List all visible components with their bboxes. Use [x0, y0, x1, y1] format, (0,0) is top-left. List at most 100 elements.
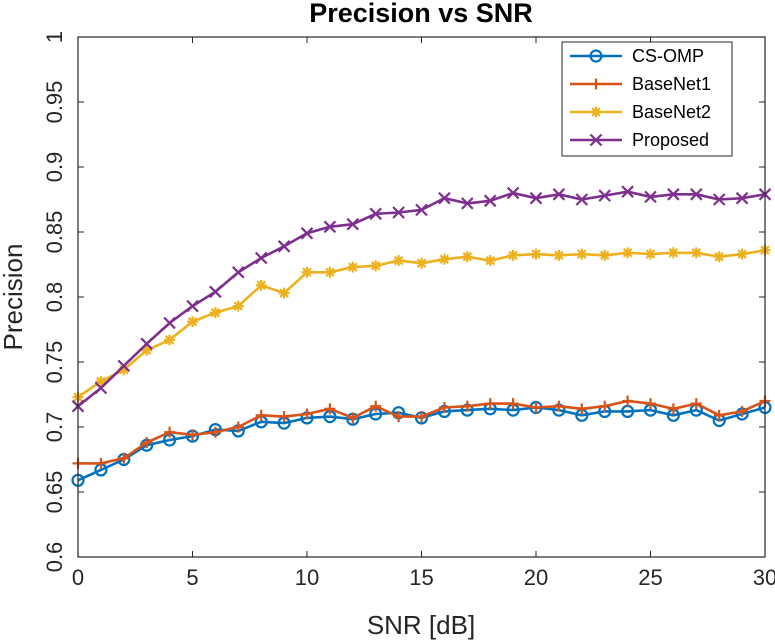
data-point-basenet1 [667, 403, 679, 415]
data-point-basenet1 [164, 426, 176, 438]
data-point-basenet1 [209, 426, 221, 438]
data-point-proposed [621, 185, 634, 198]
plot-frame [77, 36, 766, 558]
legend-label: CS-OMP [632, 46, 704, 66]
data-point-basenet1 [278, 411, 290, 423]
data-point-basenet1 [553, 400, 565, 412]
y-tick-label: 0.95 [42, 81, 67, 124]
data-point-basenet2 [484, 255, 496, 267]
x-tick-label: 5 [186, 565, 198, 590]
data-point-basenet1 [141, 437, 153, 449]
x-tick-label: 0 [72, 565, 84, 590]
x-tick-label: 25 [638, 565, 662, 590]
data-point-basenet1 [95, 457, 107, 469]
y-tick-label: 0.8 [42, 282, 67, 313]
data-point-basenet2 [416, 257, 427, 269]
y-tick-label: 0.75 [42, 341, 67, 384]
series-proposed [71, 185, 772, 413]
x-tick-label: 30 [753, 565, 775, 590]
data-point-proposed [392, 206, 405, 219]
chart-title: Precision vs SNR [309, 0, 533, 28]
data-point-proposed [300, 227, 314, 240]
legend-item-proposed: Proposed [570, 130, 709, 150]
legend-label: BaseNet2 [632, 102, 711, 122]
data-point-proposed [94, 381, 108, 395]
data-point-proposed [552, 188, 566, 201]
data-point-basenet2 [393, 255, 405, 267]
data-point-basenet1 [645, 398, 656, 410]
data-point-basenet1 [576, 403, 588, 415]
data-point-proposed [277, 240, 291, 253]
data-point-basenet1 [713, 409, 725, 421]
x-axis-label: SNR [dB] [367, 610, 475, 640]
data-point-proposed [690, 188, 703, 201]
data-point-basenet1 [461, 400, 473, 412]
data-point-basenet1 [622, 395, 634, 407]
data-point-proposed [323, 220, 337, 234]
data-point-basenet2 [599, 249, 611, 261]
data-point-proposed [667, 188, 680, 201]
data-point-proposed [712, 193, 726, 206]
data-point-proposed [506, 186, 520, 200]
ticks-layer: 0 5 10 15 20 25 30 0.6 0.65 0.7 0.75 0.8 0.85 0.9 0.95… [42, 31, 775, 590]
legend-marker [589, 49, 603, 63]
data-point-basenet2 [507, 249, 519, 261]
data-point-basenet1 [416, 411, 427, 423]
legend-item-basenet1: BaseNet1 [570, 74, 711, 94]
data-point-basenet2 [232, 300, 244, 312]
data-point-basenet1 [370, 400, 382, 412]
data-point-basenet2 [736, 248, 748, 260]
x-tick-label: 15 [409, 565, 433, 590]
data-point-basenet2 [713, 251, 725, 263]
legend-box [561, 41, 733, 157]
legend-label: BaseNet1 [632, 74, 711, 94]
data-point-proposed [346, 217, 360, 231]
data-point-proposed [415, 203, 428, 217]
data-point-basenet2 [576, 248, 588, 260]
legend-marker [590, 78, 602, 90]
x-tick-label: 20 [524, 565, 548, 590]
data-point-basenet1 [484, 398, 496, 410]
data-point-basenet1 [393, 411, 405, 423]
data-point-proposed [598, 189, 611, 202]
data-point-basenet2 [324, 266, 336, 278]
data-point-proposed [117, 359, 131, 373]
legend-marker [589, 133, 603, 147]
data-point-basenet2 [530, 248, 542, 260]
data-point-basenet1 [324, 403, 336, 415]
data-point-proposed [254, 251, 268, 265]
legend-item-basenet2: BaseNet2 [570, 102, 711, 122]
data-point-basenet1 [736, 405, 748, 417]
data-point-basenet2 [622, 247, 634, 259]
data-point-basenet2 [164, 334, 176, 346]
data-point-proposed [186, 299, 199, 313]
series-layer [71, 185, 772, 487]
y-tick-label: 0.9 [42, 152, 67, 183]
data-point-proposed [529, 191, 543, 205]
y-tick-label: 1 [42, 31, 67, 43]
data-point-basenet1 [232, 421, 244, 433]
data-point-proposed [735, 191, 749, 205]
data-point-basenet1 [690, 398, 702, 410]
data-point-basenet2 [301, 266, 313, 278]
data-point-basenet1 [347, 412, 359, 424]
data-point-basenet1 [507, 398, 519, 410]
legend-marker [590, 106, 602, 118]
data-point-basenet1 [438, 402, 450, 413]
data-point-basenet2 [690, 247, 702, 259]
data-point-proposed [644, 190, 657, 204]
data-point-basenet2 [370, 260, 382, 272]
data-point-proposed [163, 316, 176, 330]
data-point-basenet2 [438, 253, 450, 265]
legend-label: Proposed [632, 130, 709, 150]
x-tick-label: 10 [295, 565, 319, 590]
data-point-proposed [232, 266, 245, 279]
data-point-basenet1 [599, 400, 611, 412]
data-point-basenet1 [301, 408, 313, 420]
legend: CS-OMP BaseNet1 BaseNet2 Proposed [561, 41, 733, 157]
data-point-proposed [140, 337, 153, 351]
data-point-proposed [575, 193, 589, 206]
data-point-basenet2 [255, 279, 267, 291]
data-point-basenet1 [118, 452, 130, 464]
